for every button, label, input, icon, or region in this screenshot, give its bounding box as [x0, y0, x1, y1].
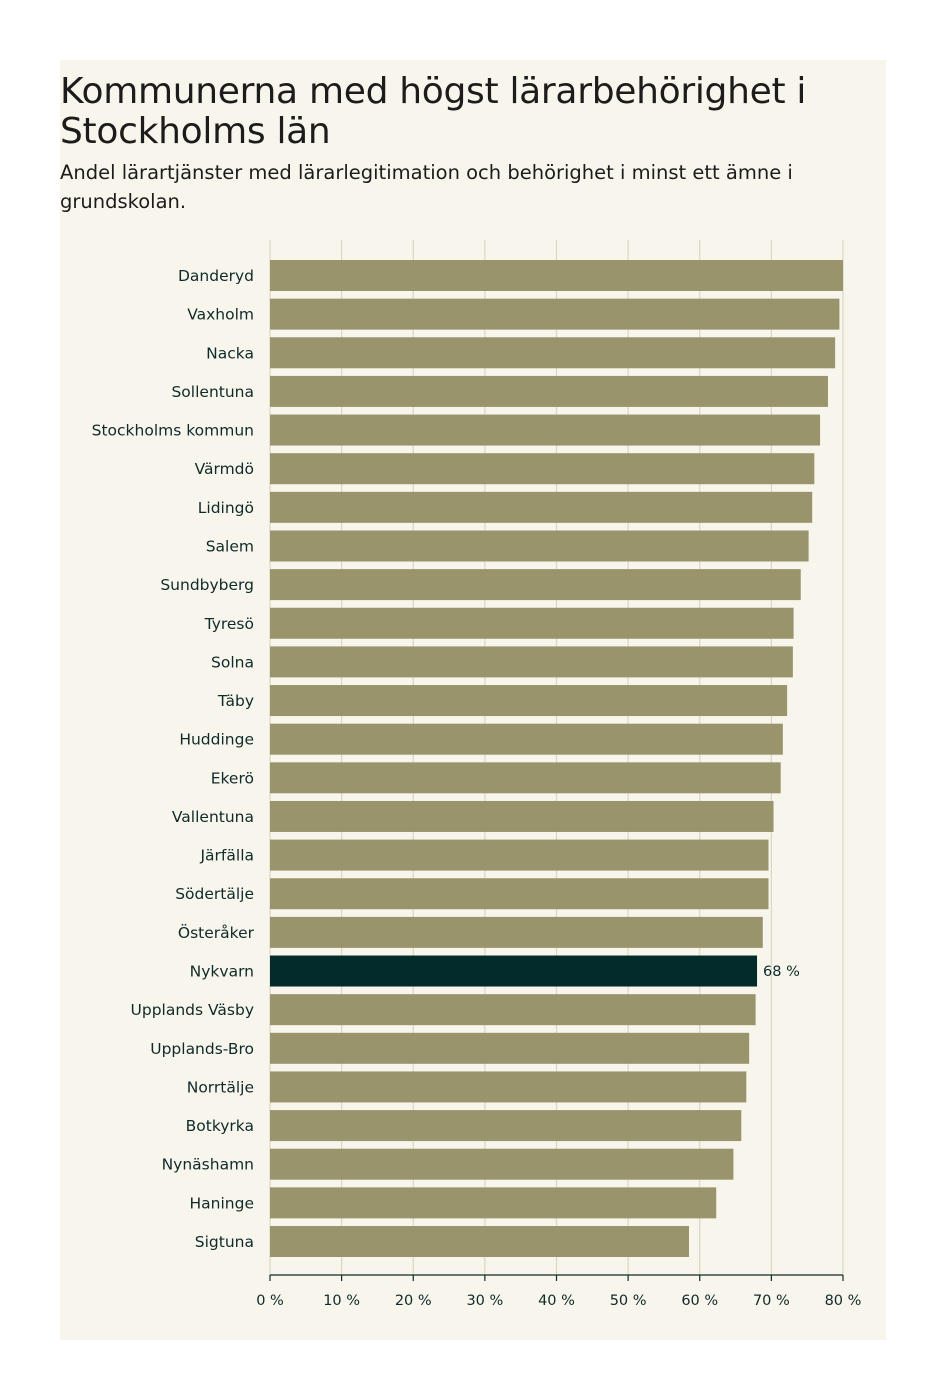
category-label: Nacka: [206, 344, 254, 362]
x-tick-label: 70 %: [753, 1293, 790, 1309]
bar: [270, 800, 774, 832]
category-label: Stockholms kommun: [92, 422, 254, 440]
bar: [270, 260, 843, 291]
bar: [270, 994, 756, 1026]
category-label: Salem: [206, 537, 254, 555]
bar: [270, 1187, 717, 1219]
x-tick-label: 40 %: [538, 1293, 575, 1309]
category-label: Sundbyberg: [160, 576, 254, 594]
bar: [270, 723, 783, 755]
x-tick-label: 80 %: [825, 1293, 862, 1309]
category-label: Ekerö: [211, 769, 254, 787]
category-label: Vaxholm: [187, 306, 254, 324]
bar: [270, 1110, 742, 1142]
category-label: Upplands Väsby: [131, 1001, 254, 1019]
category-label: Norrtälje: [187, 1078, 254, 1096]
data-label: 68 %: [763, 964, 800, 980]
bar-highlight: [270, 955, 758, 987]
bar: [270, 1032, 750, 1064]
category-label: Sollentuna: [171, 383, 254, 401]
bar: [270, 337, 836, 369]
bar: [270, 607, 794, 639]
category-label: Nykvarn: [190, 963, 254, 981]
bar: [270, 839, 769, 871]
bar: [270, 375, 828, 407]
bar: [270, 1148, 734, 1180]
bar: [270, 530, 809, 562]
x-tick-label: 30 %: [466, 1293, 503, 1309]
category-label: Järfälla: [199, 847, 254, 865]
x-tick-label: 50 %: [610, 1293, 647, 1309]
bar: [270, 491, 813, 523]
category-label: Huddinge: [179, 731, 254, 749]
category-label: Vallentuna: [172, 808, 254, 826]
category-label: Solna: [211, 653, 254, 671]
bar: [270, 916, 763, 948]
bar: [270, 298, 840, 330]
bar: [270, 1071, 747, 1103]
bar: [270, 878, 769, 910]
category-label: Nynäshamn: [162, 1156, 254, 1174]
category-label: Lidingö: [198, 499, 254, 517]
x-tick-label: 0 %: [256, 1293, 284, 1309]
bar: [270, 453, 815, 485]
bar: [270, 646, 793, 678]
category-label: Södertälje: [175, 885, 254, 903]
category-label: Upplands-Bro: [150, 1040, 254, 1058]
category-label: Tyresö: [204, 615, 254, 633]
x-tick-label: 60 %: [681, 1293, 718, 1309]
category-label: Danderyd: [178, 267, 254, 285]
chart-title: Kommunerna med högst lärarbehörighet i S…: [60, 71, 807, 152]
category-label: Botkyrka: [186, 1117, 254, 1135]
category-label: Haninge: [190, 1194, 254, 1212]
x-tick-label: 20 %: [395, 1293, 432, 1309]
chart-subtitle: Andel lärartjänster med lärarlegitimatio…: [60, 161, 793, 213]
category-label: Sigtuna: [195, 1233, 254, 1251]
category-label: Värmdö: [195, 460, 254, 478]
bar: [270, 762, 781, 794]
category-label: Österåker: [178, 923, 255, 942]
category-label: Täby: [217, 692, 254, 710]
bar: [270, 414, 821, 446]
bar: [270, 569, 801, 601]
bar: [270, 1226, 690, 1257]
bar: [270, 685, 788, 717]
x-tick-label: 10 %: [323, 1293, 360, 1309]
